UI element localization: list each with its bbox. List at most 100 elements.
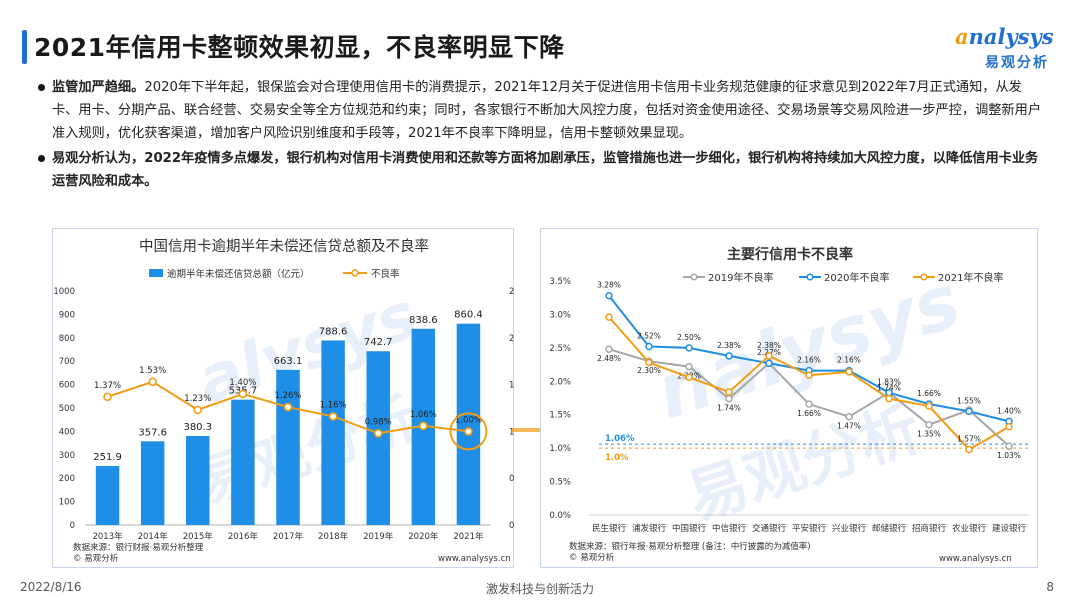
x-tick-label: 2017年 xyxy=(273,531,304,542)
bar-value-label: 663.1 xyxy=(274,356,303,367)
left-chart-line: 1.37% 1.53% 1.23% 1.40% 1.26% 1.16% 0.98% 1.06%… xyxy=(94,366,488,451)
footer-date: 2022/8/16 xyxy=(20,580,82,594)
x-tick-label: 2018年 xyxy=(318,531,349,542)
x-tick-label: 2019年 xyxy=(363,531,394,542)
right-y-tick: 0.0% xyxy=(509,521,515,531)
left-y-tick: 900 xyxy=(59,310,75,320)
series-value-label: 1.83% xyxy=(877,378,901,387)
series-value-label: 1.40% xyxy=(997,406,1021,415)
right-y-tick: 2.5% xyxy=(509,287,515,297)
x-tick-label: 浦发银行 xyxy=(632,523,667,534)
series-point xyxy=(965,445,973,454)
series-point xyxy=(845,412,853,421)
series-point xyxy=(765,359,773,367)
rate-label: 1.26% xyxy=(274,391,301,401)
reference-label: 1.0% xyxy=(605,453,629,463)
x-tick-label: 2013年 xyxy=(92,531,123,542)
y-tick: 2.0% xyxy=(549,377,571,387)
series-value-label: 2.38% xyxy=(717,341,741,350)
rate-point xyxy=(373,428,383,438)
left-y-tick: 200 xyxy=(59,474,75,484)
x-tick-label: 平安银行 xyxy=(792,523,827,534)
bullet-item-regulation: 监管加严趋细。2020年下半年起，银保监会对合理使用信用卡的消费提示，2021年… xyxy=(38,76,1042,145)
right-chart-title: 主要行信用卡不良率 xyxy=(727,246,853,263)
highlight-ring xyxy=(449,412,488,451)
legend-label-bar: 逾期半年未偿还信贷总额（亿元） xyxy=(167,268,310,280)
left-y-tick: 700 xyxy=(59,357,75,367)
y-tick: 2.5% xyxy=(549,344,571,354)
left-chart-x-labels: 2013年 2014年 2015年 2016年 2017年 2018年 2019年 2020年… xyxy=(92,531,484,542)
series-point xyxy=(605,345,613,353)
bar-value-label: 380.3 xyxy=(183,422,212,433)
x-tick-label: 建设银行 xyxy=(992,523,1027,534)
right-chart-url: www.analysys.cn xyxy=(939,554,1012,564)
series-value-label: 1.35% xyxy=(917,430,941,439)
left-y-tick: 400 xyxy=(59,427,75,437)
bar-value-label: 860.4 xyxy=(454,310,483,321)
left-chart-bars: 251.9357.6380.3535.7663.1788.6742.7838.6… xyxy=(93,310,483,525)
legend-label: 2019年不良率 xyxy=(708,271,773,284)
series-point xyxy=(845,368,853,376)
series-value-label: 1.55% xyxy=(957,396,981,405)
rate-label: 1.06% xyxy=(410,410,437,420)
series-point xyxy=(685,344,693,352)
series-value-label: 1.66% xyxy=(797,409,821,418)
x-tick-label: 2016年 xyxy=(228,531,259,542)
legend-marker xyxy=(806,273,814,281)
bullet-text: 2020年下半年起，银保监会对合理使用信用卡的消费提示，2021年12月关于促进… xyxy=(52,80,1042,141)
rate-point xyxy=(464,427,473,436)
left-y-tick: 800 xyxy=(59,334,75,344)
x-tick-label: 2014年 xyxy=(138,531,169,542)
series-point xyxy=(1005,442,1013,450)
rate-label: 1.00% xyxy=(455,415,482,425)
rate-point xyxy=(148,377,157,387)
rate-point xyxy=(103,392,112,402)
series-point xyxy=(685,373,693,382)
series-value-label: 2.38% xyxy=(757,341,781,350)
series-point xyxy=(965,407,973,416)
series-value-label: 2.30% xyxy=(637,366,661,375)
rate-point xyxy=(283,402,293,412)
y-tick: 3.5% xyxy=(549,277,571,287)
right-y-tick: 2.0% xyxy=(509,334,515,344)
right-y-tick: 0.5% xyxy=(509,474,515,484)
series-point xyxy=(605,313,613,321)
bar-value-label: 788.6 xyxy=(319,326,348,337)
bullet-lead: 监管加严趋细。 xyxy=(52,80,145,95)
right-chart-legend: 2019年不良率 2020年不良率 2021年不良率 xyxy=(683,271,1003,284)
left-y-tick: 1000 xyxy=(53,287,75,297)
x-tick-label: 中国银行 xyxy=(672,523,707,534)
bullet-list: 监管加严趋细。2020年下半年起，银保监会对合理使用信用卡的消费提示，2021年… xyxy=(38,76,1042,195)
bar-value-label: 357.6 xyxy=(138,427,167,438)
rate-point xyxy=(328,412,338,421)
legend-marker xyxy=(920,273,928,281)
legend-label-line: 不良率 xyxy=(371,268,400,280)
series-value-label: 2.52% xyxy=(637,332,661,341)
footer-slogan: 激发科技与创新活力 xyxy=(485,582,594,596)
series-point xyxy=(645,342,653,351)
left-y-tick: 0 xyxy=(70,521,75,531)
right-chart-x-labels: 民生银行 浦发银行 中国银行 中信银行 交通银行 平安银行 兴业银行 邮储银行 招商银行 农业银行… xyxy=(592,523,1027,534)
series-point xyxy=(885,394,893,403)
bar-value-label: 742.7 xyxy=(364,337,393,348)
bar-2015年 xyxy=(186,436,210,525)
series-value-label: 1.57% xyxy=(957,434,981,443)
rate-label: 1.16% xyxy=(320,400,347,410)
left-chart-panel: alysys 易观分析 中国信用卡逾期半年未偿还信贷总额及不良率 逾期半年未偿还… xyxy=(52,228,531,568)
rate-point xyxy=(193,405,203,415)
left-y-tick: 300 xyxy=(59,451,75,461)
y-tick: 3.0% xyxy=(549,310,571,320)
legend-marker-line xyxy=(351,269,359,277)
x-tick-label: 农业银行 xyxy=(952,523,987,534)
bar-2014年 xyxy=(140,441,165,525)
left-chart-title: 中国信用卡逾期半年未偿还信贷总额及不良率 xyxy=(139,238,429,255)
title-accent-bar xyxy=(22,30,27,64)
rate-point xyxy=(419,421,428,431)
series-value-label: 2.50% xyxy=(677,333,701,342)
series-value-label: 1.66% xyxy=(917,389,941,398)
right-chart-svg: nalysys 易观分析 主要行信用卡不良率 2019年不良率 2020年不良率 2… xyxy=(549,246,1029,534)
right-y-tick: 1.5% xyxy=(509,381,515,391)
left-chart-watermark: alysys 易观分析 xyxy=(189,279,426,517)
bar-2019年 xyxy=(366,351,390,525)
x-tick-label: 2020年 xyxy=(408,531,439,542)
